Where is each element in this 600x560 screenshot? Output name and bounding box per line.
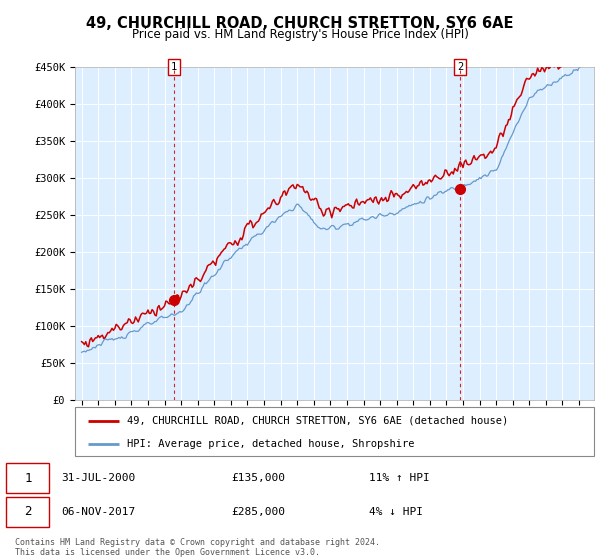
Text: 49, CHURCHILL ROAD, CHURCH STRETTON, SY6 6AE: 49, CHURCHILL ROAD, CHURCH STRETTON, SY6… — [86, 16, 514, 31]
Text: HPI: Average price, detached house, Shropshire: HPI: Average price, detached house, Shro… — [127, 439, 415, 449]
Text: 11% ↑ HPI: 11% ↑ HPI — [369, 473, 430, 483]
Text: 2: 2 — [24, 505, 32, 519]
Text: 1: 1 — [171, 62, 178, 72]
Text: 49, CHURCHILL ROAD, CHURCH STRETTON, SY6 6AE (detached house): 49, CHURCHILL ROAD, CHURCH STRETTON, SY6… — [127, 416, 508, 426]
FancyBboxPatch shape — [75, 407, 594, 456]
FancyBboxPatch shape — [6, 497, 49, 527]
Text: 31-JUL-2000: 31-JUL-2000 — [61, 473, 135, 483]
Text: £135,000: £135,000 — [231, 473, 285, 483]
Text: 06-NOV-2017: 06-NOV-2017 — [61, 507, 135, 517]
Text: 4% ↓ HPI: 4% ↓ HPI — [369, 507, 423, 517]
Text: 2: 2 — [457, 62, 463, 72]
FancyBboxPatch shape — [6, 463, 49, 493]
Text: Contains HM Land Registry data © Crown copyright and database right 2024.
This d: Contains HM Land Registry data © Crown c… — [15, 538, 380, 557]
Text: £285,000: £285,000 — [231, 507, 285, 517]
Text: Price paid vs. HM Land Registry's House Price Index (HPI): Price paid vs. HM Land Registry's House … — [131, 28, 469, 41]
Text: 1: 1 — [24, 472, 32, 485]
